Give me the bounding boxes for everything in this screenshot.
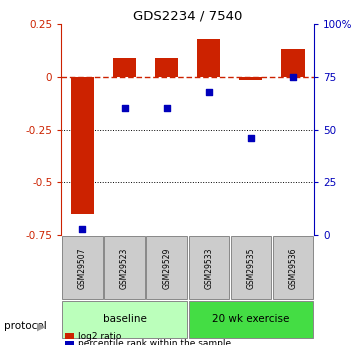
Text: GSM29529: GSM29529 [162,247,171,288]
Text: GSM29536: GSM29536 [288,247,297,288]
Bar [71,77,94,214]
Point [290,74,296,80]
FancyBboxPatch shape [188,300,313,338]
Bar [282,49,305,77]
Point [79,226,85,231]
Bar [155,58,178,77]
Bar [197,39,220,77]
Text: percentile rank within the sample: percentile rank within the sample [78,339,231,345]
Bar [113,58,136,77]
Title: GDS2234 / 7540: GDS2234 / 7540 [133,10,242,23]
Text: ▶: ▶ [37,322,46,332]
Text: GSM29523: GSM29523 [120,247,129,288]
Text: GSM29535: GSM29535 [247,247,255,288]
FancyBboxPatch shape [62,236,103,299]
Text: 20 wk exercise: 20 wk exercise [212,314,290,324]
FancyBboxPatch shape [104,236,145,299]
Bar [239,77,262,80]
Text: GSM29533: GSM29533 [204,247,213,288]
Point [206,89,212,95]
Point [248,135,254,141]
Point [122,106,127,111]
Text: protocol: protocol [4,321,46,331]
FancyBboxPatch shape [188,236,229,299]
FancyBboxPatch shape [273,236,313,299]
Text: baseline: baseline [103,314,147,324]
Text: GSM29507: GSM29507 [78,247,87,288]
FancyBboxPatch shape [147,236,187,299]
FancyBboxPatch shape [62,300,187,338]
Text: log2 ratio: log2 ratio [78,332,121,341]
Point [164,106,170,111]
FancyBboxPatch shape [231,236,271,299]
